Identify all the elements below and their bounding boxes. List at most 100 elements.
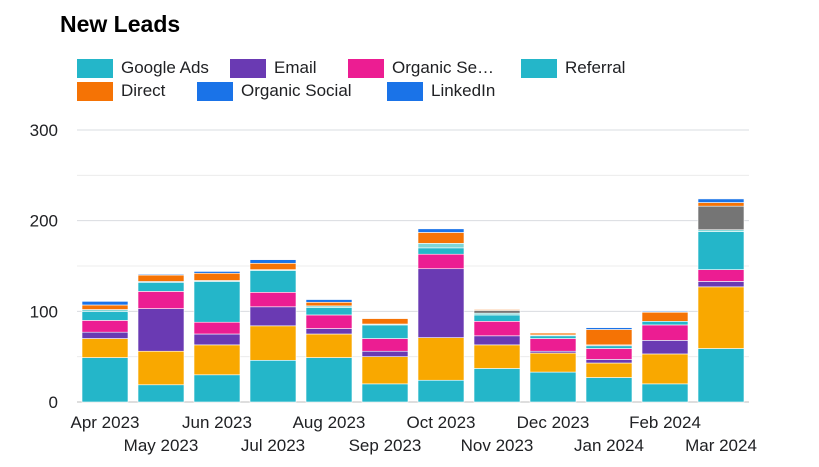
bar-segment — [305, 333, 353, 358]
bar-segment — [249, 270, 297, 293]
bar-segment — [641, 353, 689, 385]
bar-segment — [473, 335, 521, 346]
bar-segment — [137, 274, 185, 282]
x-tick-label: Mar 2024 — [685, 436, 757, 455]
bar-segment — [585, 362, 633, 378]
bar-segment — [641, 383, 689, 403]
legend-label: Referral — [565, 58, 626, 77]
bar-segment — [697, 286, 745, 349]
bar-segment — [417, 379, 465, 403]
bar-segment — [417, 243, 465, 249]
bar-segment — [697, 348, 745, 403]
legend-item[interactable]: Organic Se… — [348, 58, 494, 78]
bar-segment — [249, 262, 297, 270]
bar-segment — [529, 371, 577, 403]
y-tick-label: 300 — [30, 121, 58, 140]
bar-segment — [361, 324, 409, 339]
bar-segment — [305, 301, 353, 307]
y-tick-label: 100 — [30, 302, 58, 321]
legend-label: Google Ads — [121, 58, 209, 77]
bar-segment — [137, 291, 185, 309]
y-tick-label: 200 — [30, 212, 58, 231]
bar-segment — [361, 350, 409, 357]
bar-segment — [697, 231, 745, 270]
bar-segment — [697, 281, 745, 288]
x-tick-label: Jul 2023 — [241, 436, 305, 455]
x-tick-label: Sep 2023 — [349, 436, 422, 455]
legend-item[interactable]: Organic Social — [197, 81, 352, 101]
bar-segment — [641, 324, 689, 341]
bar-segment — [529, 352, 577, 373]
bar-segment — [697, 198, 745, 203]
bar-segment — [697, 269, 745, 282]
bar-segment — [249, 306, 297, 327]
bar-segment — [697, 205, 745, 231]
legend-label: Organic Se… — [392, 58, 495, 77]
bar-segment — [249, 259, 297, 264]
x-tick-label: Aug 2023 — [293, 413, 366, 432]
bar-segment — [417, 232, 465, 244]
legend-label: LinkedIn — [431, 81, 496, 100]
bar-segment — [81, 301, 129, 306]
bar-segment — [641, 340, 689, 355]
bar-segment — [137, 308, 185, 352]
bar-segment — [137, 282, 185, 292]
bar-segment — [361, 338, 409, 352]
legend-swatch — [77, 81, 113, 101]
legend-label: Email — [274, 58, 317, 77]
bar-segment — [473, 321, 521, 337]
bar-segment — [249, 359, 297, 403]
bar-segment — [529, 338, 577, 352]
bar-segment — [137, 384, 185, 403]
bar-segment — [249, 325, 297, 361]
bar-segment — [193, 281, 241, 323]
bar-segment — [137, 350, 185, 386]
y-tick-label: 0 — [49, 393, 58, 412]
bar-segment — [81, 338, 129, 358]
legend-swatch — [230, 58, 266, 78]
bar-segment — [417, 228, 465, 233]
bar-segment — [81, 304, 129, 310]
bar-segment — [81, 331, 129, 339]
bar-segment — [417, 268, 465, 338]
x-tick-label: Jan 2024 — [574, 436, 644, 455]
bar-segment — [641, 311, 689, 313]
x-tick-label: Apr 2023 — [71, 413, 140, 432]
x-tick-label: Feb 2024 — [629, 413, 701, 432]
bar-segment — [473, 344, 521, 369]
x-tick-label: Dec 2023 — [517, 413, 590, 432]
legend-item[interactable]: Referral — [521, 58, 625, 78]
legend-swatch — [387, 81, 423, 101]
legend-item[interactable]: Direct — [77, 81, 165, 101]
bar-segment — [305, 299, 353, 303]
legend-swatch — [197, 81, 233, 101]
bar-segment — [585, 377, 633, 403]
bar-segment — [305, 357, 353, 403]
bar-segment — [193, 321, 241, 335]
legend-swatch — [77, 58, 113, 78]
bar-segment — [305, 314, 353, 329]
x-tick-label: Jun 2023 — [182, 413, 252, 432]
legend-label: Direct — [121, 81, 166, 100]
legend-label: Organic Social — [241, 81, 352, 100]
bar-segment — [81, 320, 129, 333]
bar-segment — [417, 247, 465, 255]
x-tick-label: Nov 2023 — [461, 436, 534, 455]
bar-segment — [585, 359, 633, 364]
bar-segment — [193, 344, 241, 376]
legend-swatch — [348, 58, 384, 78]
bar-segment — [697, 202, 745, 207]
bar-segment — [305, 307, 353, 316]
legend-item[interactable]: Email — [230, 58, 317, 78]
legend-item[interactable]: LinkedIn — [387, 81, 495, 101]
x-tick-label: Oct 2023 — [407, 413, 476, 432]
bar-segment — [305, 328, 353, 335]
bar-segment — [361, 383, 409, 403]
legend-swatch — [521, 58, 557, 78]
bar-segment — [473, 310, 521, 314]
bar-segment — [193, 374, 241, 403]
bar-segment — [585, 329, 633, 346]
bar-segment — [417, 253, 465, 270]
legend-item[interactable]: Google Ads — [77, 58, 209, 78]
bar-segment — [417, 337, 465, 381]
